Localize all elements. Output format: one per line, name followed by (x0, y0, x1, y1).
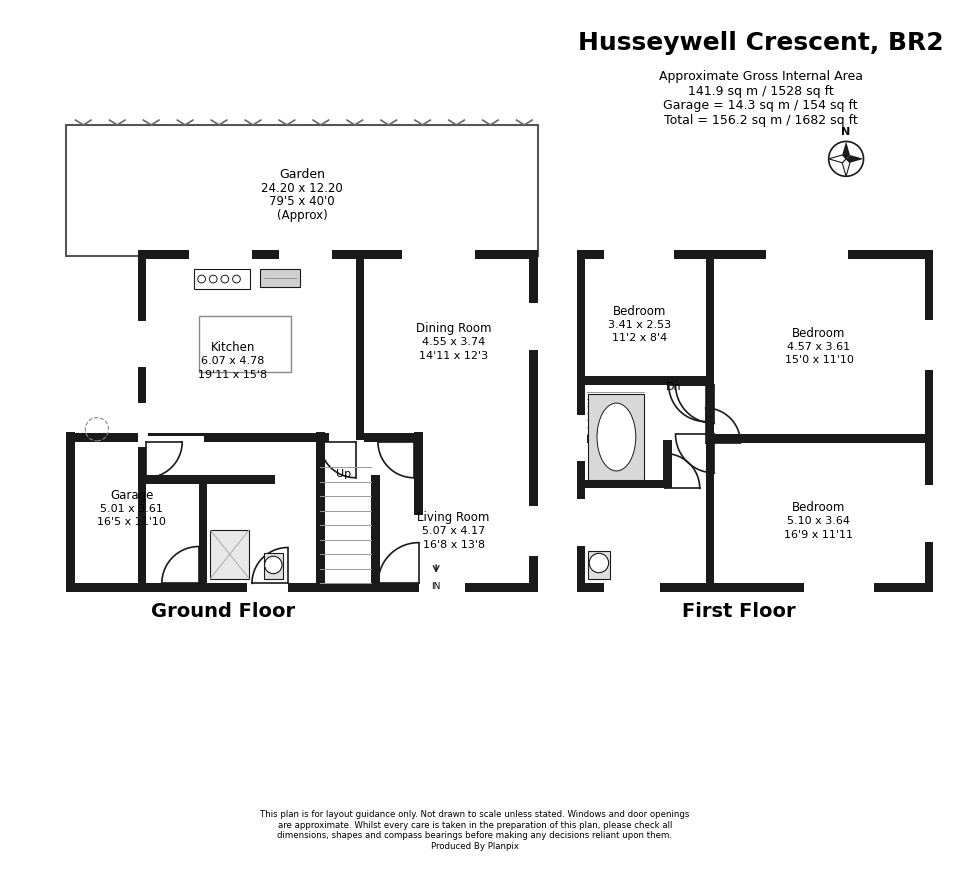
Bar (588, 395, 645, 480)
Bar (529, 259, 538, 592)
Bar (585, 480, 664, 488)
Text: 15'0 x 11'10: 15'0 x 11'10 (785, 355, 854, 366)
Text: 24.20 x 12.20: 24.20 x 12.20 (261, 182, 343, 195)
Text: Total = 156.2 sq m / 1682 sq ft: Total = 156.2 sq m / 1682 sq ft (663, 114, 858, 127)
Bar (588, 551, 610, 578)
Bar (365, 433, 422, 442)
Text: 19'11 x 15'8: 19'11 x 15'8 (198, 370, 268, 380)
Text: Bedroom: Bedroom (792, 327, 846, 340)
Bar (194, 270, 250, 289)
Polygon shape (846, 155, 863, 163)
Bar (66, 433, 141, 442)
Bar (585, 376, 706, 385)
Text: Kitchen: Kitchen (211, 341, 255, 354)
Bar (137, 584, 538, 592)
Bar (528, 506, 540, 556)
Bar (604, 581, 660, 592)
Bar (765, 248, 848, 259)
Bar (279, 248, 332, 259)
Text: 4.55 x 3.74: 4.55 x 3.74 (422, 337, 485, 347)
Bar (137, 436, 204, 447)
Text: Ground Floor: Ground Floor (151, 602, 295, 621)
Text: This plan is for layout guidance only. Not drawn to scale unless stated. Windows: This plan is for layout guidance only. N… (261, 810, 690, 850)
Text: Bedroom: Bedroom (792, 501, 846, 514)
Bar (146, 433, 328, 442)
Bar (137, 250, 538, 259)
Text: 14'11 x 12'3: 14'11 x 12'3 (419, 351, 488, 360)
Bar (264, 553, 283, 578)
Bar (604, 248, 673, 259)
Bar (316, 432, 324, 584)
Text: Garage: Garage (110, 488, 154, 501)
Bar (923, 486, 935, 542)
Text: Bedroom: Bedroom (612, 304, 666, 318)
Bar (402, 248, 475, 259)
Text: Garden: Garden (279, 168, 325, 181)
Text: 11'2 x 8'4: 11'2 x 8'4 (612, 333, 667, 343)
Text: IN: IN (431, 582, 441, 591)
Bar (247, 581, 288, 592)
Bar (706, 259, 714, 584)
Bar (371, 475, 380, 584)
Bar (199, 479, 208, 584)
Circle shape (265, 556, 282, 574)
Bar (356, 259, 365, 440)
Bar (260, 270, 301, 287)
Circle shape (589, 553, 609, 573)
Text: Dining Room: Dining Room (416, 322, 491, 335)
Bar (576, 499, 587, 546)
Text: Garage = 14.3 sq m / 154 sq ft: Garage = 14.3 sq m / 154 sq ft (663, 99, 858, 112)
Bar (137, 321, 148, 368)
Bar (66, 432, 74, 592)
Text: N: N (842, 127, 851, 136)
Polygon shape (829, 155, 846, 163)
Bar (66, 584, 199, 592)
Bar (714, 434, 924, 443)
Polygon shape (842, 159, 850, 176)
Bar (145, 433, 199, 442)
Bar (576, 584, 933, 592)
Bar (528, 304, 540, 350)
Text: First Floor: First Floor (682, 602, 796, 621)
Text: 6.07 x 4.78: 6.07 x 4.78 (201, 356, 265, 367)
Bar (211, 530, 249, 578)
Text: 5.10 x 3.64: 5.10 x 3.64 (788, 516, 851, 527)
Text: 4.57 x 3.61: 4.57 x 3.61 (787, 342, 851, 352)
Text: Living Room: Living Room (417, 511, 490, 524)
Polygon shape (842, 142, 850, 159)
Text: Dn: Dn (665, 382, 681, 392)
Bar (137, 259, 146, 592)
Text: Husseywell Crescent, BR2: Husseywell Crescent, BR2 (578, 31, 944, 54)
Text: 16'9 x 11'11: 16'9 x 11'11 (784, 530, 854, 540)
Bar (189, 248, 252, 259)
Bar (923, 319, 935, 370)
Bar (662, 440, 671, 488)
Ellipse shape (597, 403, 636, 471)
Text: 79'5 x 40'0: 79'5 x 40'0 (270, 195, 335, 208)
Bar (418, 581, 465, 592)
Bar (414, 432, 422, 514)
Text: 5.01 x 3.61: 5.01 x 3.61 (100, 504, 164, 514)
Text: (Approx): (Approx) (276, 209, 327, 222)
Text: Up: Up (336, 469, 352, 479)
Text: Approximate Gross Internal Area: Approximate Gross Internal Area (659, 70, 862, 83)
Bar (137, 403, 148, 440)
Bar (924, 259, 933, 592)
Polygon shape (842, 159, 850, 176)
Bar (146, 475, 275, 484)
Bar (199, 316, 291, 372)
Bar (576, 259, 585, 592)
Bar (66, 125, 538, 256)
Bar (585, 434, 634, 443)
Bar (576, 415, 587, 461)
Text: 3.41 x 2.53: 3.41 x 2.53 (609, 319, 671, 330)
Text: 16'8 x 13'8: 16'8 x 13'8 (422, 540, 485, 550)
Bar (576, 250, 933, 259)
Text: 5.07 x 4.17: 5.07 x 4.17 (422, 526, 485, 536)
Bar (805, 581, 874, 592)
Polygon shape (829, 155, 846, 163)
Text: 141.9 sq m / 1528 sq ft: 141.9 sq m / 1528 sq ft (688, 85, 834, 97)
Text: 16'5 x 11'10: 16'5 x 11'10 (97, 517, 167, 528)
